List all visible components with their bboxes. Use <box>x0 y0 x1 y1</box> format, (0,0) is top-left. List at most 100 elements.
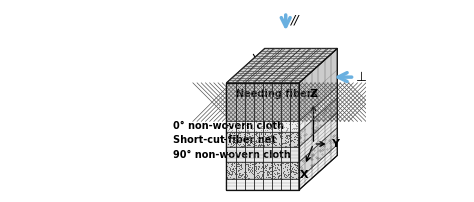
Point <box>286 143 294 146</box>
Point <box>236 124 243 127</box>
Point <box>249 162 257 165</box>
Point <box>245 176 252 180</box>
Point <box>287 138 295 141</box>
Point <box>264 169 271 173</box>
Point <box>271 169 279 172</box>
Point <box>248 136 255 139</box>
Point <box>283 167 291 170</box>
Point <box>261 164 269 168</box>
Point <box>284 133 292 137</box>
Point <box>241 137 248 141</box>
Point <box>243 163 250 166</box>
Point <box>225 170 233 174</box>
Point <box>279 142 286 145</box>
Point <box>229 121 237 124</box>
Point <box>225 133 232 136</box>
Point <box>252 131 260 135</box>
Point <box>237 174 245 177</box>
Point <box>290 168 297 171</box>
Point <box>295 168 302 171</box>
Point <box>228 169 236 172</box>
Point <box>258 177 265 180</box>
Point <box>226 128 233 131</box>
Point <box>284 140 292 143</box>
Point <box>279 161 287 165</box>
Point <box>268 161 276 164</box>
Point <box>225 172 233 176</box>
Point <box>225 136 233 139</box>
Point <box>235 124 243 127</box>
Point <box>252 139 260 142</box>
Point <box>244 143 252 146</box>
Point <box>286 167 293 171</box>
Point <box>252 161 260 164</box>
Point <box>264 170 272 174</box>
Point <box>257 137 264 140</box>
Point <box>253 137 261 140</box>
Point <box>253 177 261 180</box>
Point <box>231 166 239 169</box>
Point <box>261 130 269 134</box>
Point <box>228 136 236 139</box>
Point <box>258 169 266 173</box>
Point <box>263 143 271 147</box>
Text: 0° non-wovern cloth: 0° non-wovern cloth <box>173 121 284 131</box>
Point <box>226 132 234 136</box>
Point <box>295 165 302 168</box>
Point <box>232 140 239 143</box>
Point <box>283 134 290 137</box>
Point <box>234 142 241 145</box>
Point <box>234 161 241 164</box>
Point <box>246 132 253 135</box>
Point <box>281 169 288 173</box>
Point <box>232 171 240 174</box>
Point <box>286 130 294 133</box>
Point <box>250 170 257 174</box>
Point <box>286 134 293 137</box>
Point <box>270 132 277 135</box>
Point <box>234 128 242 132</box>
Point <box>231 135 239 138</box>
Point <box>223 124 231 128</box>
Point <box>257 132 264 135</box>
Point <box>282 176 290 179</box>
Point <box>265 175 273 179</box>
Point <box>261 168 268 171</box>
Point <box>286 177 293 181</box>
Point <box>252 133 259 136</box>
Point <box>235 162 242 165</box>
Point <box>236 137 244 140</box>
Point <box>286 144 294 148</box>
Point <box>283 168 290 171</box>
Point <box>228 162 236 165</box>
Point <box>275 132 283 136</box>
Point <box>269 170 276 173</box>
Point <box>277 166 285 169</box>
Point <box>242 136 249 140</box>
Point <box>259 136 266 139</box>
Point <box>245 138 253 141</box>
Point <box>287 170 295 173</box>
Point <box>282 129 290 133</box>
Point <box>228 172 235 176</box>
Point <box>282 137 290 140</box>
Point <box>273 133 280 136</box>
Point <box>289 170 297 173</box>
Point <box>275 145 283 148</box>
Point <box>236 145 244 149</box>
Point <box>244 163 252 166</box>
Point <box>261 170 268 173</box>
Point <box>252 140 260 143</box>
Point <box>248 162 255 165</box>
Point <box>247 121 255 125</box>
Point <box>244 132 251 135</box>
Point <box>284 139 292 142</box>
Point <box>236 163 244 166</box>
Point <box>240 135 247 138</box>
Point <box>246 163 254 166</box>
Point <box>228 172 236 175</box>
Point <box>223 165 231 168</box>
Text: //: // <box>291 13 299 26</box>
Point <box>245 138 253 141</box>
Point <box>224 143 232 146</box>
